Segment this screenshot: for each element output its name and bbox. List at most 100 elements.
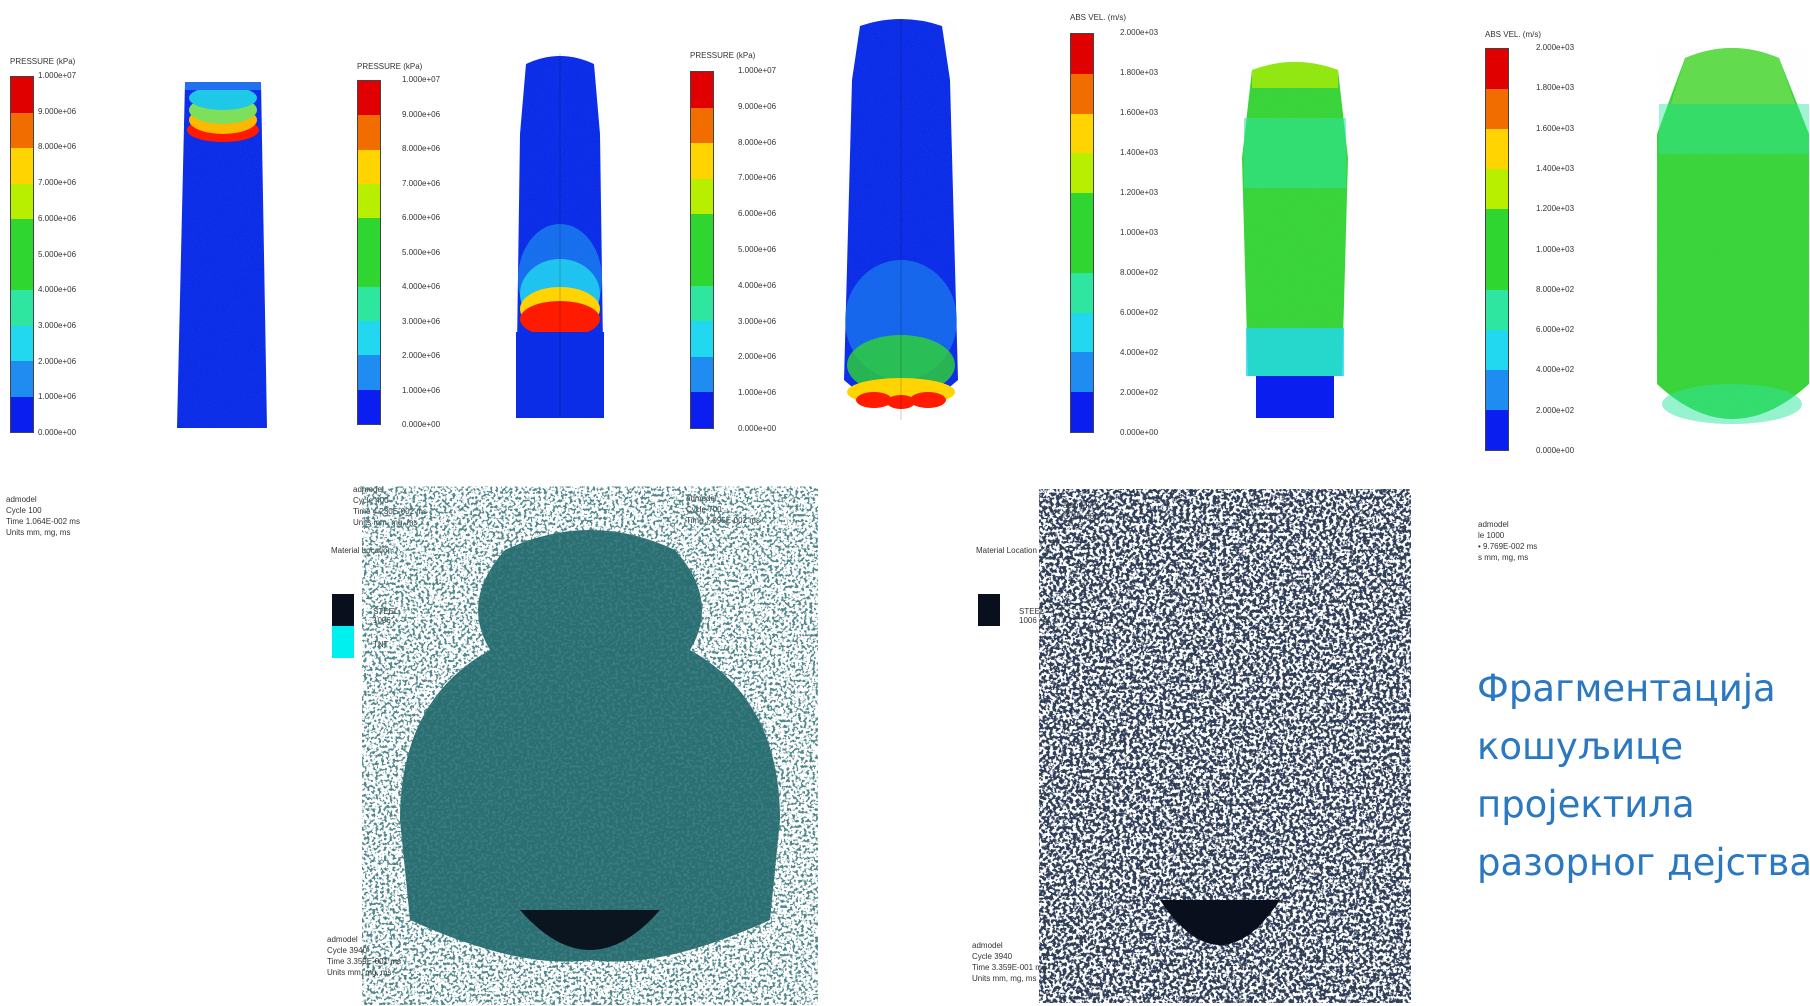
scale-band <box>1071 272 1093 313</box>
color-scale-bar <box>690 71 714 429</box>
scale-tick-label: 8.000e+06 <box>402 144 441 153</box>
scale-tick-label: 4.000e+06 <box>738 280 777 290</box>
projectile-simulation-image <box>1657 48 1809 424</box>
scale-band <box>11 183 33 219</box>
scale-tick-label: 2.000e+06 <box>738 352 777 362</box>
scale-band <box>1071 113 1093 154</box>
simulation-info: admodel Cycle 3940 Time 3.359E-001 ms Units… <box>327 935 401 977</box>
simulation-info: admodel le 1000 • 9.769E-002 ms s mm, mg, m… <box>1478 520 1538 562</box>
scale-tick-label: 1.200e+03 <box>1120 188 1159 197</box>
caption-line: разорног дејства <box>1477 841 1810 884</box>
scale-band <box>691 356 713 393</box>
legend-label-steel: STEEL 1006 <box>1019 607 1045 625</box>
legend-title: PRESSURE (kPa) <box>690 51 756 60</box>
scale-tick-label: 6.000e+02 <box>1120 308 1159 317</box>
material-legend-title: Material Location <box>331 546 392 555</box>
scale-tick-label: 8.000e+06 <box>38 142 77 152</box>
scale-band <box>691 143 713 179</box>
simulation-info: admodel Cycle 400 Time 4.230E-002 ms Units … <box>353 485 427 527</box>
projectile-simulation-image <box>844 19 958 420</box>
scale-tick-label: 1.600e+03 <box>1536 123 1575 133</box>
scale-band <box>1486 209 1508 250</box>
scale-band <box>358 252 380 287</box>
color-scale-bar <box>1485 48 1509 451</box>
scale-tick-label: 1.000e+07 <box>738 66 777 75</box>
slide-caption: Фрагментација кошуљице пројектила разорн… <box>1477 660 1810 892</box>
scale-band <box>1486 409 1508 450</box>
color-scale-bar <box>357 80 381 425</box>
scale-tick-label: 1.400e+03 <box>1536 163 1575 173</box>
scale-tick-label: 2.000e+06 <box>38 356 77 366</box>
scale-tick-label: 1.000e+06 <box>738 388 777 398</box>
scale-band <box>1071 34 1093 74</box>
legend-swatch-steel <box>332 594 354 626</box>
scale-tick-label: 8.000e+02 <box>1120 268 1159 277</box>
scale-band <box>1486 329 1508 370</box>
scale-tick-label: 1.800e+03 <box>1536 83 1575 93</box>
scale-band <box>691 72 713 108</box>
scale-band <box>1486 369 1508 410</box>
scale-band <box>11 219 33 255</box>
fragmentation-steel-tnt-image <box>400 530 780 962</box>
scale-band <box>358 389 380 424</box>
scale-tick-label: 6.000e+02 <box>1536 325 1575 335</box>
scale-tick-label: 5.000e+06 <box>402 247 441 257</box>
scale-tick-label: 7.000e+06 <box>402 178 441 188</box>
scale-band <box>358 321 380 356</box>
scale-tick-label: 2.000e+06 <box>402 351 441 360</box>
color-scale-bar <box>1070 33 1094 433</box>
scale-band <box>11 325 33 361</box>
scale-tick-label: 5.000e+06 <box>738 245 777 254</box>
projectile-simulation-image <box>1242 62 1348 418</box>
material-legend-title: Material Location <box>976 546 1037 555</box>
scale-tick-label: 9.000e+06 <box>38 106 77 116</box>
scale-band <box>358 183 380 219</box>
scale-band <box>358 81 380 116</box>
scale-tick-label: 7.000e+06 <box>38 178 77 188</box>
scale-tick-label: 0.000e+00 <box>738 424 777 433</box>
legend-title: PRESSURE (kPa) <box>357 62 423 71</box>
simulation-info: admodel Cycle 600 <box>1063 501 1099 521</box>
projectile-simulation-image <box>177 82 267 428</box>
legend-swatch-steel <box>978 594 1000 626</box>
scale-band <box>1071 153 1093 194</box>
scale-band <box>1486 49 1508 90</box>
scale-tick-label: 9.000e+06 <box>402 109 441 119</box>
scale-tick-label: 1.800e+03 <box>1120 68 1159 77</box>
scale-band <box>1071 312 1093 353</box>
legend-swatch-tnt <box>332 626 354 658</box>
scale-band <box>11 396 33 432</box>
scale-tick-label: 1.200e+03 <box>1536 204 1575 214</box>
scale-tick-label: 4.000e+02 <box>1536 365 1575 375</box>
scale-tick-label: 1.000e+03 <box>1536 244 1575 254</box>
legend-title: ABS VEL. (m/s) <box>1070 13 1127 22</box>
simulation-info: admodel Cycle 3940 Time 3.359E-001 ms Units… <box>972 941 1046 983</box>
scale-tick-label: 1.000e+03 <box>1120 228 1159 237</box>
scale-band <box>691 214 713 250</box>
scale-tick-label: 3.000e+06 <box>38 320 77 330</box>
scale-tick-label: 0.000e+00 <box>402 420 441 429</box>
caption-line: кошуљице <box>1477 725 1684 768</box>
scale-band <box>11 361 33 397</box>
legend-label-tnt: TNT <box>373 640 389 649</box>
color-scale-bar <box>10 76 34 433</box>
scale-band <box>1486 169 1508 210</box>
scale-tick-label: 2.000e+03 <box>1536 43 1575 52</box>
scale-band <box>358 115 380 150</box>
pressure-panel-cycle-100: PRESSURE (kPa) admodel Cycle 100 Time 1.06… <box>0 0 290 537</box>
scale-band <box>1071 352 1093 393</box>
scale-tick-label: 6.000e+06 <box>38 213 77 223</box>
legend-label-steel: STEEL 1006 <box>373 607 399 625</box>
scale-tick-label: 7.000e+06 <box>738 173 777 183</box>
scale-band <box>691 178 713 215</box>
scale-tick-label: 0.000e+00 <box>1120 428 1159 437</box>
scale-tick-label: 8.000e+02 <box>1536 284 1575 294</box>
scale-band <box>691 321 713 357</box>
scale-tick-label: 9.000e+06 <box>738 101 777 111</box>
scale-tick-label: 8.000e+06 <box>738 137 777 147</box>
scale-tick-label: 4.000e+06 <box>38 285 77 295</box>
scale-band <box>691 285 713 322</box>
scale-band <box>358 286 380 322</box>
fragmentation-steel-image <box>1070 532 1380 960</box>
scale-band <box>1071 193 1093 233</box>
